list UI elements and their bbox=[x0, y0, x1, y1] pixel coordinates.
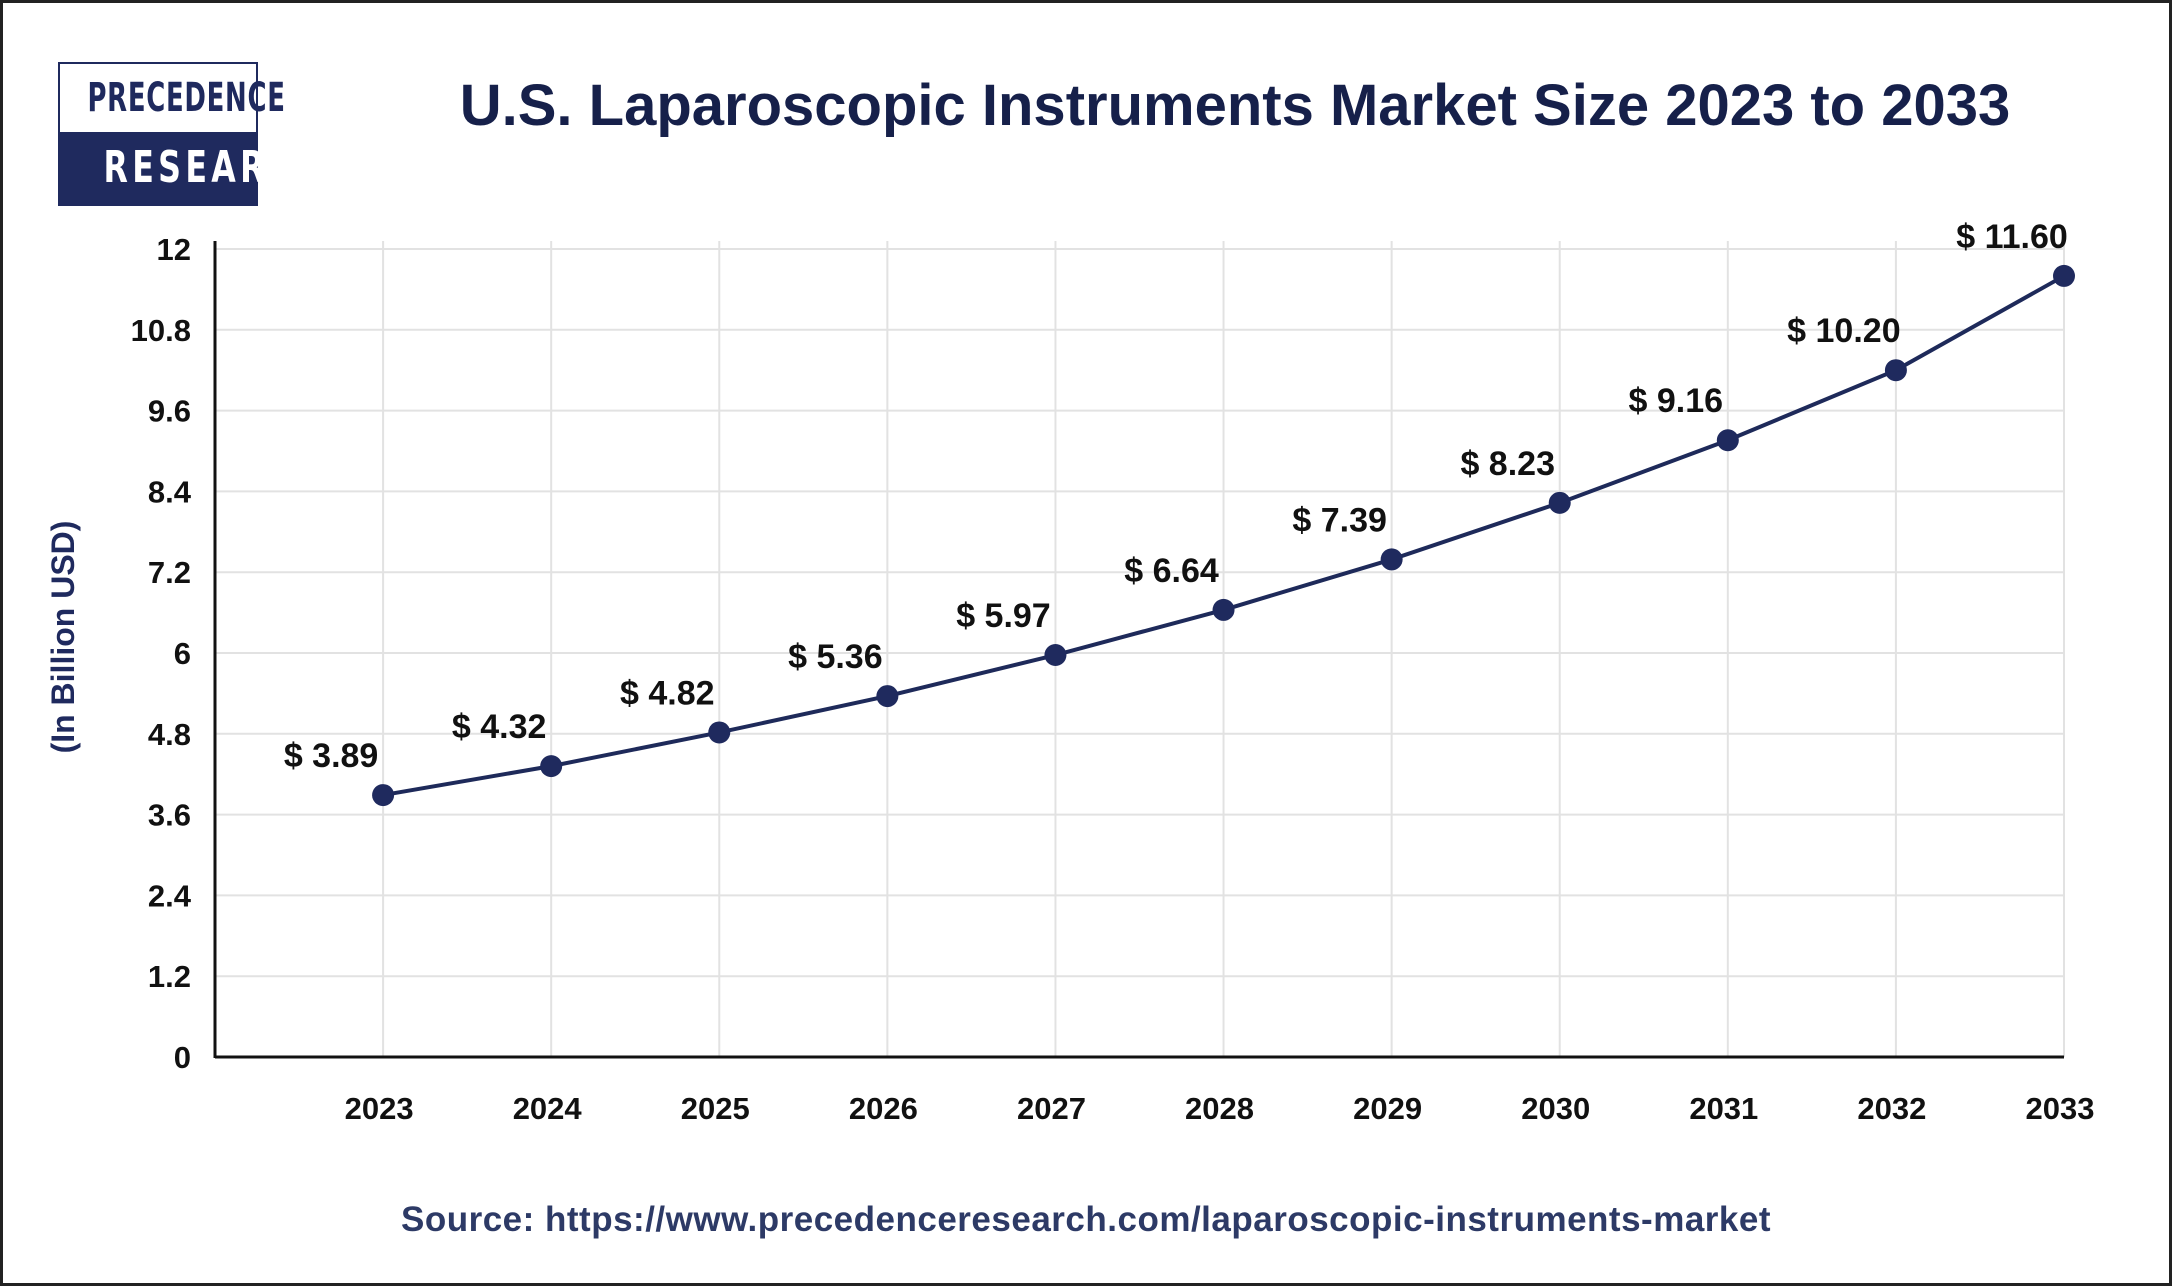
y-tick-label: 4.8 bbox=[148, 717, 191, 752]
data-label: $ 7.39 bbox=[1292, 501, 1387, 539]
y-tick-label: 10.8 bbox=[131, 313, 191, 348]
y-tick-label: 1.2 bbox=[148, 959, 191, 994]
x-tick-label: 2027 bbox=[1017, 1091, 1086, 1126]
y-tick-label: 7.2 bbox=[148, 555, 191, 590]
x-tick-label: 2030 bbox=[1521, 1091, 1590, 1126]
data-point bbox=[372, 784, 395, 807]
y-tick-label: 8.4 bbox=[148, 474, 192, 509]
y-tick-label: 9.6 bbox=[148, 394, 191, 429]
logo-line2: RESEARCH bbox=[103, 142, 328, 193]
x-tick-label: 2033 bbox=[2026, 1091, 2095, 1126]
data-label: $ 4.82 bbox=[620, 674, 715, 712]
x-tick-label: 2032 bbox=[1857, 1091, 1926, 1126]
y-tick-label: 6 bbox=[174, 636, 191, 671]
x-tick-label: 2028 bbox=[1185, 1091, 1254, 1126]
x-tick-label: 2026 bbox=[849, 1091, 918, 1126]
data-point bbox=[1716, 429, 1739, 452]
y-tick-label: 3.6 bbox=[148, 798, 191, 833]
x-tick-label: 2031 bbox=[1689, 1091, 1758, 1126]
data-point bbox=[1884, 359, 1907, 382]
data-point bbox=[2053, 264, 2075, 287]
y-tick-label: 0 bbox=[174, 1040, 191, 1075]
data-label: $ 8.23 bbox=[1460, 445, 1555, 483]
data-point bbox=[1212, 598, 1235, 621]
x-tick-label: 2023 bbox=[345, 1091, 414, 1126]
data-point bbox=[876, 685, 899, 708]
data-label: $ 6.64 bbox=[1124, 552, 1219, 590]
data-point bbox=[540, 755, 563, 778]
x-tick-label: 2024 bbox=[513, 1091, 583, 1126]
data-point bbox=[1044, 644, 1067, 667]
data-label: $ 10.20 bbox=[1787, 312, 1900, 350]
data-point bbox=[1380, 548, 1403, 571]
data-label: $ 5.36 bbox=[788, 638, 883, 676]
x-tick-label: 2029 bbox=[1353, 1091, 1422, 1126]
data-label: $ 5.97 bbox=[956, 597, 1051, 635]
source-text: Source: https://www.precedenceresearch.c… bbox=[400, 1200, 1771, 1239]
data-point bbox=[1548, 491, 1571, 514]
data-label: $ 3.89 bbox=[284, 737, 379, 775]
y-tick-label: 2.4 bbox=[148, 878, 192, 913]
data-point bbox=[708, 721, 731, 744]
chart-title: U.S. Laparoscopic Instruments Market Siz… bbox=[459, 73, 2011, 138]
precedence-research-logo: PRECEDENCE RESEARCH bbox=[58, 62, 323, 206]
y-tick-label: 12 bbox=[157, 232, 191, 267]
data-label: $ 4.32 bbox=[452, 708, 547, 746]
x-tick-label: 2025 bbox=[681, 1091, 750, 1126]
data-label: $ 11.60 bbox=[1956, 218, 2068, 256]
y-axis-label: (In Billion USD) bbox=[45, 521, 81, 754]
data-label: $ 9.16 bbox=[1629, 382, 1724, 420]
